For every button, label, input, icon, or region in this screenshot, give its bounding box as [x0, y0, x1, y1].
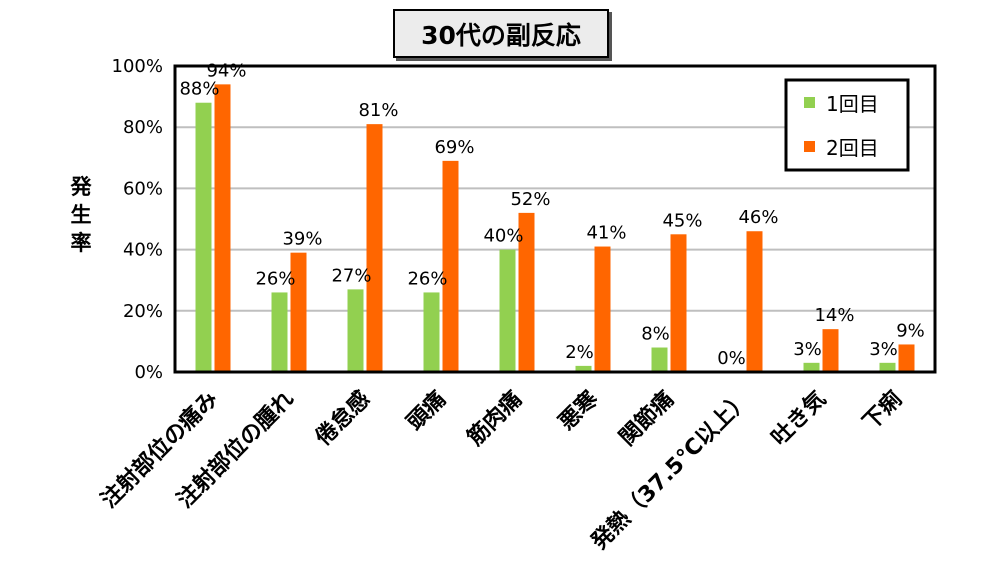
data-labels: 88%94% 26% 39% 27% 81% 26% 69% 40% 52% 2% 41% 8% 45%…	[179, 60, 924, 369]
bar-dose2	[214, 84, 231, 373]
data-label-dose2: 14%	[814, 305, 854, 326]
legend-label: 1回目	[826, 92, 879, 116]
x-category-label: 倦怠感	[310, 386, 375, 451]
bar-dose2	[442, 160, 459, 372]
x-category-label: 関節痛	[614, 386, 679, 451]
legend-box	[784, 78, 910, 172]
data-label-dose1: 26%	[407, 268, 447, 289]
data-label-dose1: 27%	[331, 265, 371, 286]
data-label-dose1: 0%	[717, 348, 746, 369]
x-category-label: 悪寒	[554, 386, 604, 436]
y-tick-label: 80%	[123, 117, 163, 138]
x-category-label: 吐き気	[766, 386, 831, 451]
chart-title: 30代の副反応	[393, 9, 609, 58]
bar-dose1	[803, 362, 820, 372]
legend-swatch	[804, 97, 815, 108]
bar-dose1	[195, 102, 212, 372]
data-label-dose2: 39%	[282, 229, 322, 250]
data-label-dose1: 3%	[869, 339, 898, 360]
data-label-dose1: 8%	[641, 324, 670, 345]
x-category-label: 頭痛	[402, 386, 452, 436]
bar-dose1	[347, 289, 364, 372]
y-tick-label: 60%	[123, 178, 163, 199]
bar-dose2	[822, 329, 839, 372]
data-label-dose1: 88%	[179, 79, 219, 100]
x-category-label: 筋肉痛	[461, 386, 527, 452]
bar-dose2	[594, 246, 611, 372]
bar-dose2	[290, 252, 307, 372]
y-tick-label: 0%	[134, 362, 163, 383]
y-tick-label: 20%	[123, 301, 163, 322]
y-axis-ticks: 0% 20% 40% 60% 80% 100%	[112, 56, 163, 383]
bar-dose1	[499, 249, 516, 372]
bar-dose1	[271, 292, 288, 372]
legend-label: 2回目	[826, 136, 879, 160]
bar-dose2	[670, 234, 687, 372]
data-label-dose2: 41%	[586, 223, 626, 244]
legend: 1回目 2回目	[784, 78, 910, 172]
bars	[195, 84, 915, 373]
data-label-dose1: 26%	[255, 268, 295, 289]
legend-swatch	[804, 141, 815, 152]
x-category-label: 下痢	[858, 386, 908, 436]
y-axis-title: 発生率	[70, 175, 93, 255]
bar-dose1	[879, 362, 896, 372]
y-tick-label: 40%	[123, 240, 163, 261]
bar-dose2	[746, 231, 763, 372]
data-label-dose2: 46%	[738, 207, 778, 228]
plot-frame	[173, 64, 937, 374]
y-tick-label: 100%	[112, 56, 163, 77]
data-label-dose2: 52%	[510, 189, 550, 210]
bar-dose2	[898, 344, 915, 372]
bar-dose2	[366, 124, 383, 372]
data-label-dose2: 94%	[206, 60, 246, 81]
bar-dose1	[423, 292, 440, 372]
data-label-dose1: 3%	[793, 339, 822, 360]
data-label-dose2: 9%	[896, 320, 925, 341]
data-label-dose1: 2%	[565, 342, 594, 363]
data-label-dose2: 81%	[358, 100, 398, 121]
bar-dose1	[651, 347, 668, 372]
bar-dose1	[575, 365, 592, 372]
data-label-dose1: 40%	[483, 226, 523, 247]
data-label-dose2: 69%	[434, 137, 474, 158]
data-label-dose2: 45%	[662, 210, 702, 231]
y-axis-label: 発生率	[70, 175, 93, 255]
bar-dose2	[518, 212, 535, 372]
